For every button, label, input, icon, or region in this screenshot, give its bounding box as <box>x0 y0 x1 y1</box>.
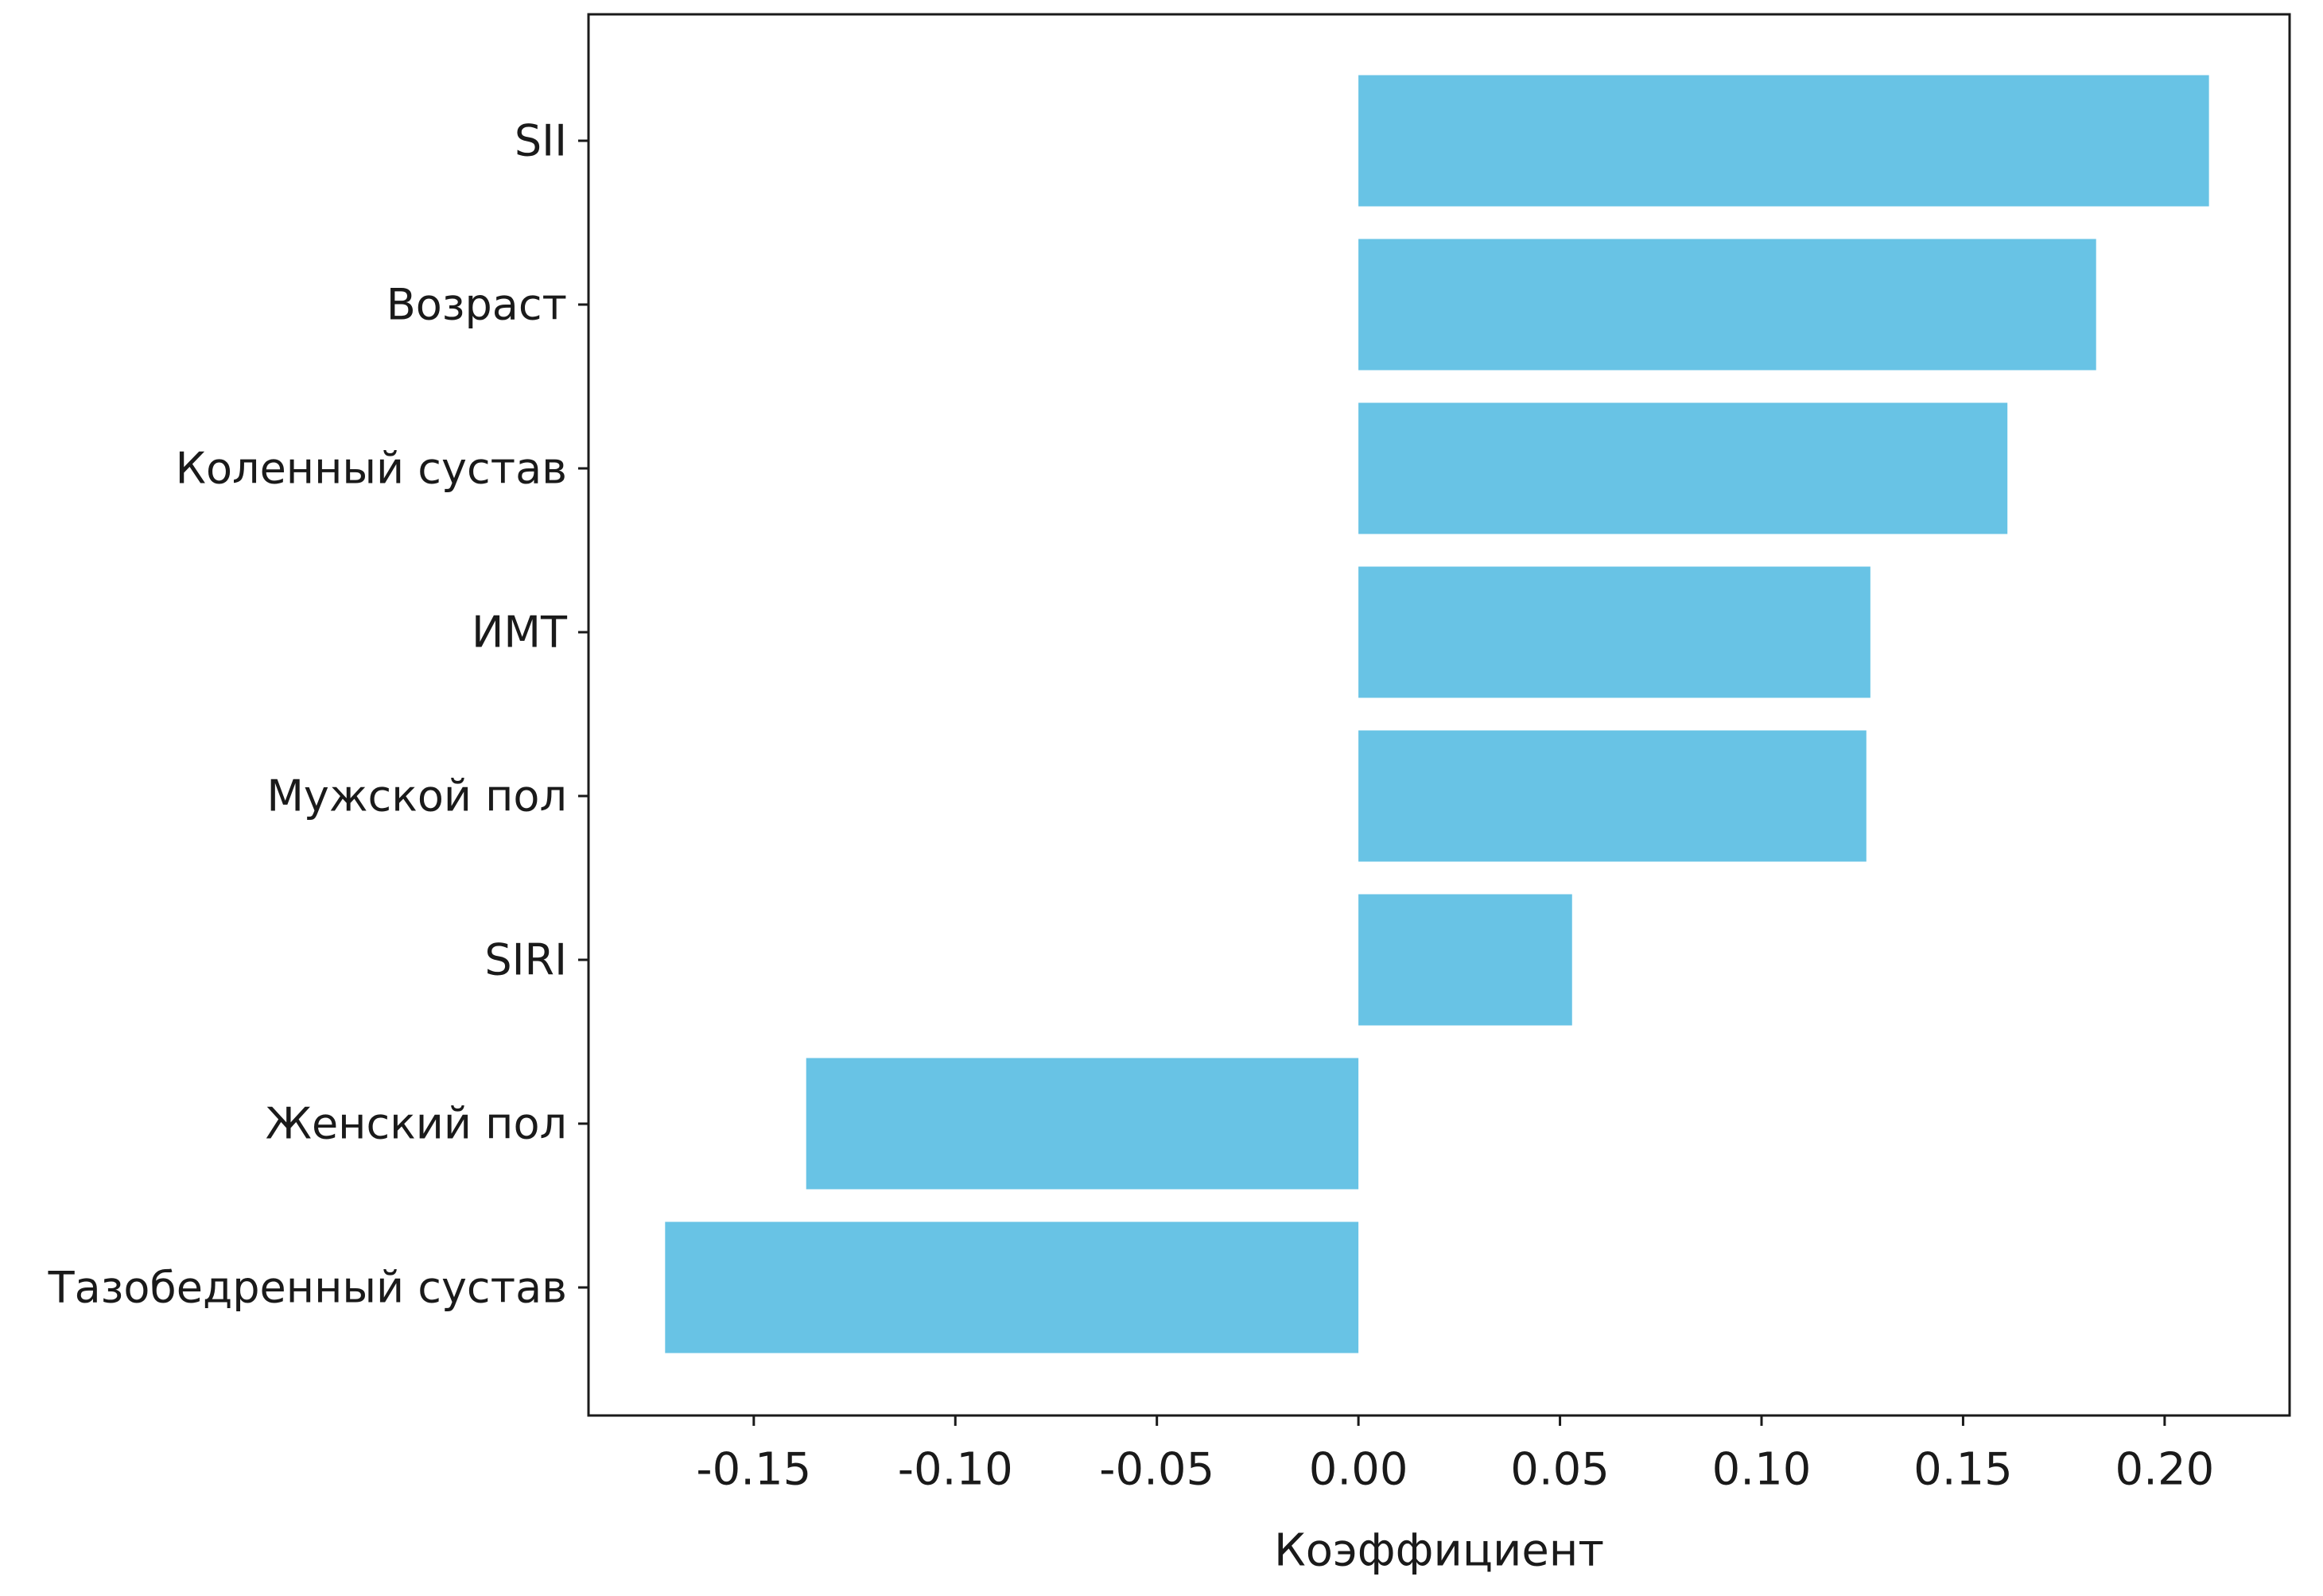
y-axis: SII Возраст Коленный сустав ИМТ Мужской пол S… <box>48 116 589 1313</box>
y-tick-label: Женский пол <box>266 1099 567 1149</box>
bar-4 <box>1358 566 1870 698</box>
plot-frame <box>587 13 2291 1417</box>
x-tick-label: -0.05 <box>1099 1444 1214 1496</box>
x-tick-label: 0.00 <box>1309 1444 1408 1496</box>
bar-5 <box>1358 730 1867 862</box>
y-tick-label: Мужской пол <box>266 771 567 821</box>
bar-2 <box>1358 239 2096 371</box>
x-axis: -0.15 -0.10 -0.05 0.00 0.05 0.10 0.15 0.20 <box>696 1415 2214 1496</box>
y-tick-label: Коленный сустав <box>176 444 567 494</box>
y-tick-label: SII <box>515 116 567 166</box>
x-axis-label: Коэффициент <box>1274 1525 1604 1577</box>
x-tick-label: -0.15 <box>696 1444 811 1496</box>
bar-3 <box>1358 402 2008 534</box>
bar-6 <box>1358 894 1572 1026</box>
x-tick-label: -0.10 <box>898 1444 1013 1496</box>
x-tick-label: 0.20 <box>2115 1444 2215 1496</box>
bars-layer <box>665 75 2209 1353</box>
bar-7 <box>806 1058 1359 1190</box>
y-tick-label: ИМТ <box>472 608 568 658</box>
y-tick-label: Тазобедренный сустав <box>48 1263 567 1313</box>
bar-1 <box>1358 75 2209 207</box>
bar-8 <box>665 1221 1359 1353</box>
x-tick-label: 0.05 <box>1510 1444 1610 1496</box>
y-tick-label: Возраст <box>387 280 567 330</box>
y-tick-label: SIRI <box>484 935 567 985</box>
x-tick-label: 0.15 <box>1913 1444 2013 1496</box>
x-tick-label: 0.10 <box>1712 1444 1812 1496</box>
